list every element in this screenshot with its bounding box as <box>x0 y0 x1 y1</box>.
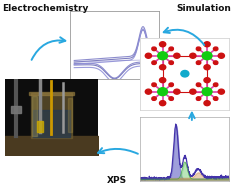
Circle shape <box>158 52 168 60</box>
Circle shape <box>196 97 201 100</box>
Circle shape <box>204 42 210 47</box>
Circle shape <box>213 61 218 64</box>
Circle shape <box>160 78 166 83</box>
Polygon shape <box>37 121 43 132</box>
Text: XPS: XPS <box>107 176 127 185</box>
Circle shape <box>204 78 210 83</box>
Circle shape <box>190 53 196 58</box>
Polygon shape <box>68 98 72 132</box>
Circle shape <box>196 47 201 51</box>
Circle shape <box>174 89 180 94</box>
Polygon shape <box>32 96 37 136</box>
Circle shape <box>202 52 212 60</box>
Circle shape <box>145 89 152 94</box>
Circle shape <box>196 83 201 87</box>
Polygon shape <box>29 92 74 95</box>
Circle shape <box>145 53 152 58</box>
Circle shape <box>152 97 156 100</box>
Circle shape <box>181 70 189 77</box>
Polygon shape <box>11 106 21 113</box>
Circle shape <box>196 61 201 64</box>
Circle shape <box>218 89 224 94</box>
Circle shape <box>204 65 210 70</box>
Circle shape <box>169 97 173 100</box>
Circle shape <box>218 53 224 58</box>
Polygon shape <box>33 110 70 137</box>
Circle shape <box>213 47 218 51</box>
Circle shape <box>190 89 196 94</box>
Circle shape <box>169 61 173 64</box>
Circle shape <box>152 47 156 51</box>
Circle shape <box>152 83 156 87</box>
Text: Electrochemistry: Electrochemistry <box>2 4 89 13</box>
Circle shape <box>158 88 168 96</box>
Circle shape <box>169 83 173 87</box>
Circle shape <box>213 97 218 100</box>
Circle shape <box>160 65 166 70</box>
Circle shape <box>169 47 173 51</box>
Circle shape <box>152 61 156 64</box>
Circle shape <box>160 101 166 106</box>
Text: Simulation: Simulation <box>177 4 232 13</box>
Circle shape <box>213 83 218 87</box>
Circle shape <box>160 42 166 47</box>
Circle shape <box>204 101 210 106</box>
Circle shape <box>174 53 180 58</box>
Polygon shape <box>31 93 72 138</box>
Circle shape <box>202 88 212 96</box>
